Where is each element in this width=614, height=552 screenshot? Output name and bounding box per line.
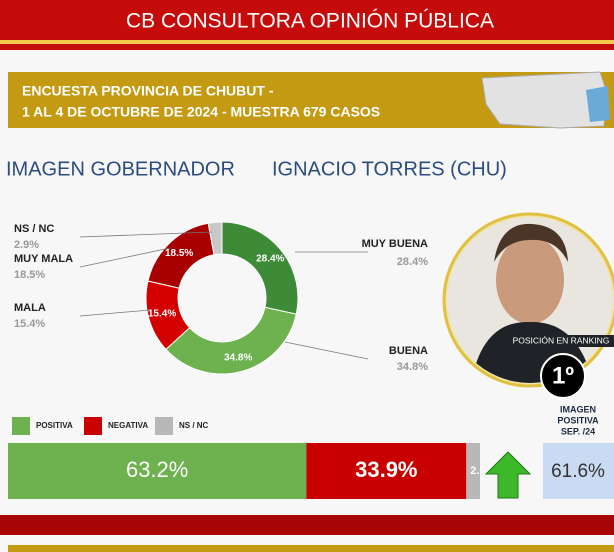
map <box>481 71 607 129</box>
header-title: CB CONSULTORA OPINIÓN PÚBLICA <box>126 10 494 33</box>
leader-line <box>284 341 369 360</box>
category-value: 15.4% <box>14 318 45 330</box>
bar-segment <box>306 443 467 499</box>
leader-line <box>79 247 171 268</box>
positive-image-label: SEP. /24 <box>561 426 595 436</box>
positive-image-value: 61.6% <box>551 461 605 482</box>
slice-label: 18.5% <box>165 248 193 259</box>
up-arrow <box>484 451 532 499</box>
ranking-position: 1º <box>552 362 574 389</box>
category-label: BUENA <box>389 345 428 357</box>
legend-label: NS / NC <box>179 421 209 430</box>
survey-line: 1 AL 4 DE OCTUBRE DE 2024 - MUESTRA 679 … <box>22 104 380 120</box>
category-label: MALA <box>14 302 46 314</box>
bar-segment <box>466 443 480 499</box>
slice-label: 15.4% <box>148 308 176 319</box>
leader-line <box>79 309 151 317</box>
header-stripe <box>0 40 614 44</box>
header-band <box>0 44 614 50</box>
category-value: 28.4% <box>397 256 428 268</box>
category-value: 34.8% <box>397 361 428 373</box>
category-label: MUY BUENA <box>362 238 428 250</box>
legend-swatch <box>155 417 173 435</box>
bar-segment <box>8 443 307 499</box>
survey-line: ENCUESTA PROVINCIA DE CHUBUT - <box>22 83 274 99</box>
positive-image-label: IMAGEN <box>560 404 596 414</box>
footer-band <box>0 515 614 535</box>
slice-label: 34.8% <box>224 352 252 363</box>
slice-label: 28.4% <box>256 254 284 265</box>
legend-swatch <box>12 417 30 435</box>
category-label: MUY MALA <box>14 253 73 265</box>
legend-swatch <box>84 417 102 435</box>
positive-image-label: POSITIVA <box>557 415 599 425</box>
map-province <box>586 86 610 122</box>
subject-label: IMAGEN GOBERNADOR <box>6 158 235 180</box>
stacked-bar: 63.2% 33.9% 2.9% <box>8 443 495 499</box>
footer-stripe <box>8 545 614 552</box>
pie-slice <box>207 221 223 256</box>
legend-label: POSITIVA <box>36 421 73 430</box>
ranking-caption-bg <box>508 335 614 347</box>
pie-slice <box>165 306 297 375</box>
category-value: 18.5% <box>14 269 45 281</box>
ranking-caption: POSICIÓN EN RANKING <box>513 335 610 345</box>
category-value: 2.9% <box>14 239 39 251</box>
subject-name: IGNACIO TORRES (CHU) <box>272 158 507 180</box>
bar-label: 63.2% <box>126 457 188 482</box>
ranking-badge <box>540 353 586 399</box>
bar-label: 33.9% <box>355 457 417 482</box>
category-label: NS / NC <box>14 223 54 235</box>
bar-label: 2.9% <box>470 465 495 477</box>
positive-image-box <box>543 443 614 499</box>
header-band <box>0 0 614 40</box>
leader-line <box>79 231 213 238</box>
legend-label: NEGATIVA <box>108 421 148 430</box>
